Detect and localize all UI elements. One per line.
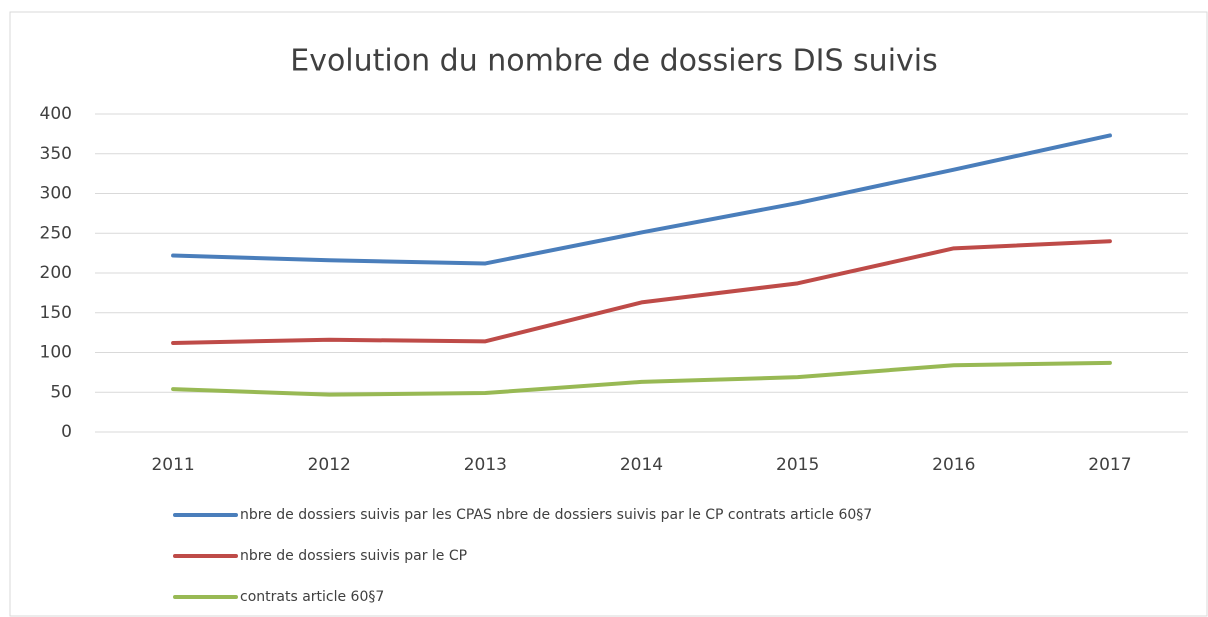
legend-label: nbre de dossiers suivis par le CP: [240, 548, 467, 564]
y-tick-label: 400: [40, 104, 72, 124]
y-tick-label: 200: [40, 263, 72, 283]
series-line: [171, 239, 1112, 345]
chart-title: Evolution du nombre de dossiers DIS suiv…: [290, 44, 938, 79]
legend-label: nbre de dossiers suivis par les CPAS nbr…: [240, 507, 872, 523]
chart-frame: [9, 11, 1208, 617]
x-tick-label: 2015: [776, 455, 819, 475]
y-tick-label: 0: [61, 422, 72, 442]
series-line: [171, 133, 1112, 266]
y-tick-label: 50: [50, 382, 72, 402]
y-tick-label: 300: [40, 184, 72, 204]
x-tick-label: 2012: [308, 455, 351, 475]
x-tick-label: 2013: [464, 455, 507, 475]
x-tick-label: 2014: [620, 455, 663, 475]
x-tick-label: 2016: [932, 455, 975, 475]
y-tick-label: 150: [40, 303, 72, 323]
x-tick-label: 2017: [1088, 455, 1131, 475]
y-tick-label: 100: [40, 343, 72, 363]
legend-label: contrats article 60§7: [240, 589, 384, 605]
y-tick-label: 350: [40, 144, 72, 164]
y-tick-label: 250: [40, 223, 72, 243]
series-line: [171, 360, 1112, 397]
x-tick-label: 2011: [151, 455, 194, 475]
